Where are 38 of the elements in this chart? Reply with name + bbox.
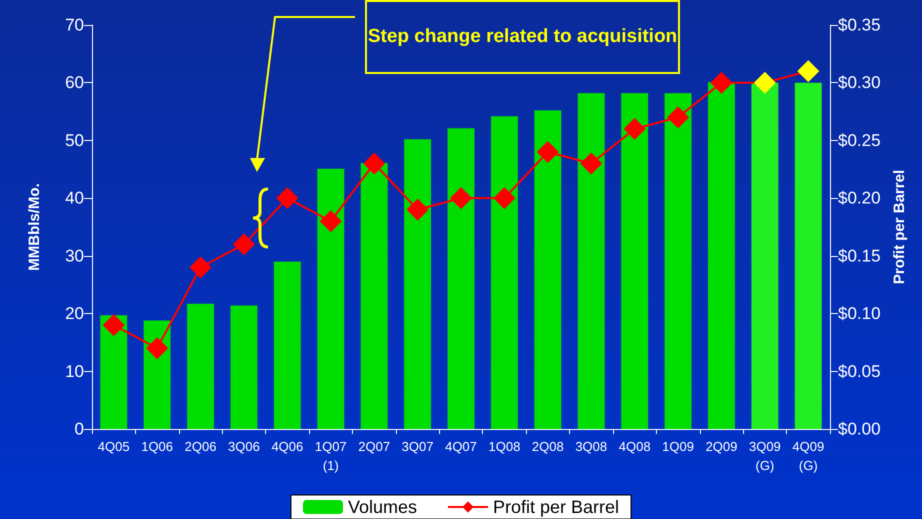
x-tick-label: 2Q06 xyxy=(184,439,216,454)
y-tick-label: 10 xyxy=(65,362,84,381)
y2-tick-label: $0.05 xyxy=(838,362,881,381)
y2-tick-label: $0.10 xyxy=(838,304,881,324)
y2-tick-label: $0.00 xyxy=(838,420,881,438)
x-tick-label: 4Q05 xyxy=(98,439,130,454)
annotation: Step change related to acquisition xyxy=(368,26,678,48)
x-tick-label: 2Q09 xyxy=(706,439,738,454)
x-tick-label: 1Q07 (1) xyxy=(314,439,347,473)
y-tick-label: 70 xyxy=(65,16,84,34)
x-tick-label: 3Q07 xyxy=(402,439,434,454)
x-tick-label: 4Q06 xyxy=(271,439,304,454)
x-tick-label: 1Q08 xyxy=(488,439,520,454)
legend-label: Profit per Barrel xyxy=(492,497,620,517)
y2-axis-title: Profit per Barrel xyxy=(891,170,908,284)
y2-tick-label: $0.20 xyxy=(838,188,881,208)
x-tick-label: 2Q08 xyxy=(532,439,564,454)
x-tick-label: 3Q09 (G) xyxy=(748,439,781,473)
y-tick-label: 20 xyxy=(65,304,84,324)
x-tick-label: 3Q08 xyxy=(575,439,608,454)
y-tick-label: 60 xyxy=(65,73,84,92)
y-tick-label: 50 xyxy=(65,130,84,150)
legend-label: Volumes xyxy=(348,497,418,517)
y2-tick-label: $0.35 xyxy=(838,16,881,34)
y2-tick-label: $0.25 xyxy=(838,130,881,150)
x-tick-label: 3Q06 xyxy=(228,439,260,454)
x-tick-label: 1Q09 xyxy=(662,439,694,454)
y-tick-label: 0 xyxy=(74,420,84,438)
y-axis-title: MMBbls/Mo. xyxy=(26,183,43,271)
y-tick-label: 40 xyxy=(65,188,84,208)
y2-tick-label: $0.30 xyxy=(838,73,881,92)
x-tick-label: 4Q07 xyxy=(445,439,477,454)
x-tick-label: 1Q06 xyxy=(141,439,174,454)
y-tick-label: 30 xyxy=(65,246,84,266)
y2-tick-label: $0.15 xyxy=(838,246,881,266)
x-tick-label: 2Q07 xyxy=(358,439,390,454)
x-tick-label: 4Q09 (G) xyxy=(792,439,824,473)
x-tick-label: 4Q08 xyxy=(618,439,651,454)
